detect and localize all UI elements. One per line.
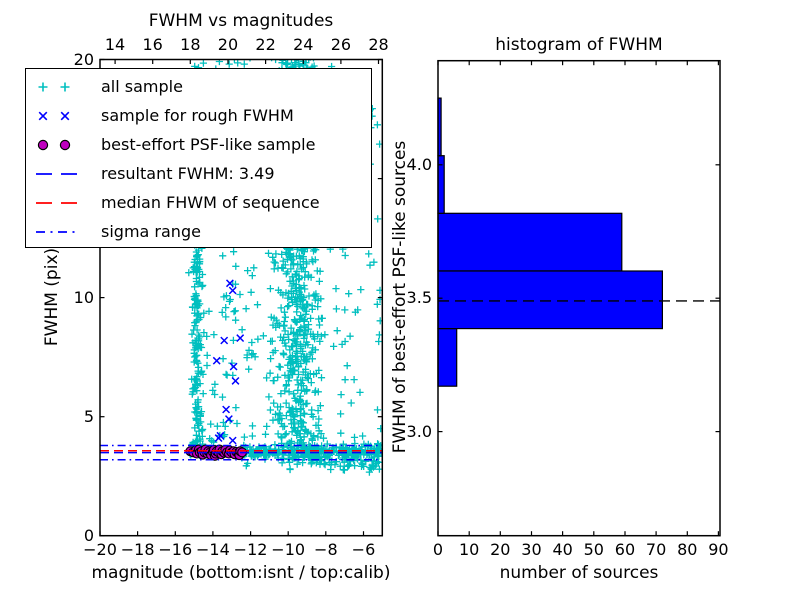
legend-item-rough-fwhm-sample: sample for rough FWHM <box>33 101 371 130</box>
tick-label: 50 <box>583 540 604 559</box>
histogram-bar <box>437 212 623 272</box>
tick-label: 3.0 <box>406 421 432 441</box>
legend-label: all sample <box>101 77 183 96</box>
tick-label: 22 <box>255 35 276 54</box>
tick-label: −18 <box>120 540 155 559</box>
tick-label: −10 <box>271 540 306 559</box>
histogram-bars <box>437 97 663 387</box>
legend-item-median-fwhm: median FHWM of sequence <box>33 188 371 217</box>
tick-label: 0 <box>432 540 444 559</box>
tick-label: 28 <box>368 35 389 54</box>
tick-label: 10 <box>73 287 94 307</box>
left-plot-title: FWHM vs magnitudes <box>148 11 334 31</box>
tick-label: −8 <box>314 540 338 559</box>
legend-label: sample for rough FWHM <box>101 106 294 125</box>
legend-label: best-effort PSF-like sample <box>101 135 316 154</box>
plus-marker-pair-icon <box>33 78 91 96</box>
tick-label: 16 <box>142 35 163 54</box>
tick-label: 26 <box>330 35 352 54</box>
tick-label: 5 <box>83 406 94 426</box>
left-plot-data-area <box>100 59 383 476</box>
legend-item-psf-sample: best-effort PSF-like sample <box>33 130 371 159</box>
tick-label: 3.5 <box>406 288 432 308</box>
tick-label: 30 <box>521 540 542 559</box>
red-dashed-line-icon <box>33 194 91 212</box>
legend-item-resultant-fwhm: resultant FWHM: 3.49 <box>33 159 371 188</box>
circle-marker-pair-icon <box>33 136 91 154</box>
tick-label: 10 <box>458 540 480 559</box>
left-plot-xlabel: magnitude (bottom:isnt / top:calib) <box>91 563 391 583</box>
tick-label: 70 <box>645 540 667 559</box>
legend: all sample sample for rough FWHM best-ef… <box>25 68 372 248</box>
legend-item-sigma-range: sigma range <box>33 217 371 246</box>
right-plot-xlabel: number of sources <box>499 563 659 583</box>
tick-label: 20 <box>217 35 239 54</box>
tick-label: 24 <box>293 35 314 54</box>
tick-label: −12 <box>233 540 268 559</box>
tick-label: 40 <box>552 540 573 559</box>
tick-label: −16 <box>158 540 193 559</box>
legend-item-all-sample: all sample <box>33 72 371 101</box>
left-plot-ylabel: FWHM (pix) <box>42 247 62 347</box>
blue-dashdot-line-icon <box>33 223 91 241</box>
tick-label: 80 <box>677 540 698 559</box>
histogram-bar <box>437 328 458 387</box>
blue-dashed-line-icon <box>33 165 91 183</box>
tick-label: 90 <box>708 540 729 559</box>
tick-label: 20 <box>73 49 94 69</box>
histogram-bar <box>437 270 663 330</box>
legend-label: resultant FWHM: 3.49 <box>101 164 275 183</box>
tick-label: 18 <box>180 35 201 54</box>
legend-label: median FHWM of sequence <box>101 193 320 212</box>
tick-label: 14 <box>104 35 126 54</box>
tick-label: −20 <box>83 540 117 559</box>
legend-label: sigma range <box>101 222 201 241</box>
tick-label: 60 <box>614 540 636 559</box>
right-plot-title: histogram of FWHM <box>495 35 663 55</box>
x-marker-pair-icon <box>33 107 91 125</box>
tick-label: 20 <box>490 540 511 559</box>
tick-label: 4.0 <box>406 154 432 174</box>
tick-label: 0 <box>83 525 94 545</box>
tick-label: −6 <box>351 540 376 559</box>
tick-label: −14 <box>196 540 230 559</box>
